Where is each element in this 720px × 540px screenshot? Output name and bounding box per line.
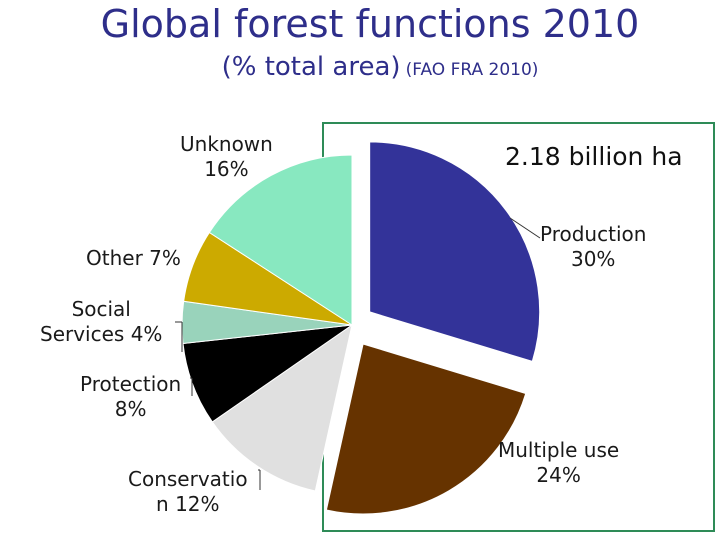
pie-slice-unknown [208, 154, 353, 326]
pie-slice-production [369, 141, 541, 363]
slice-label-line: 8% [114, 397, 147, 421]
slice-label-line: Services 4% [40, 322, 163, 346]
slice-label-other: Other 7% [86, 246, 181, 271]
slice-label-line: Protection [80, 372, 182, 396]
pie-slice-conservation [211, 323, 353, 492]
slice-label-line: Production [540, 222, 647, 246]
slice-label-line: 16% [204, 157, 249, 181]
slice-label-production: Production 30% [540, 222, 646, 272]
chart-subtitle: (% total area) (FAO FRA 2010) [0, 52, 720, 82]
subtitle-main: (% total area) [221, 52, 401, 82]
chart-title: Global forest functions 2010 [100, 2, 640, 46]
total-area-label: 2.18 billion ha [505, 142, 683, 171]
slice-label-conservation: Conservatio n 12% [128, 467, 248, 517]
slice-label-line: 30% [570, 247, 616, 271]
slice-label-multiple-use: Multiple use 24% [498, 438, 619, 488]
slice-label-line: 24% [536, 463, 581, 487]
leader-lines [175, 217, 541, 490]
subtitle-source: (FAO FRA 2010) [405, 60, 539, 80]
pie-slices [181, 141, 541, 515]
leader-line-production [509, 217, 541, 239]
slice-label-unknown: Unknown 16% [180, 132, 273, 182]
slice-label-line: Other 7% [86, 246, 181, 270]
pie-slice-multiple-use [325, 343, 527, 515]
slice-label-line: Unknown [180, 132, 273, 156]
slice-label-line: Conservatio [128, 467, 248, 491]
slice-label-social-services: Social Services 4% [40, 297, 162, 347]
slice-label-line: n 12% [156, 492, 220, 516]
slice-label-protection: Protection 8% [80, 372, 181, 422]
slice-label-line: Social [71, 297, 131, 321]
slice-label-line: Multiple use [498, 438, 620, 462]
